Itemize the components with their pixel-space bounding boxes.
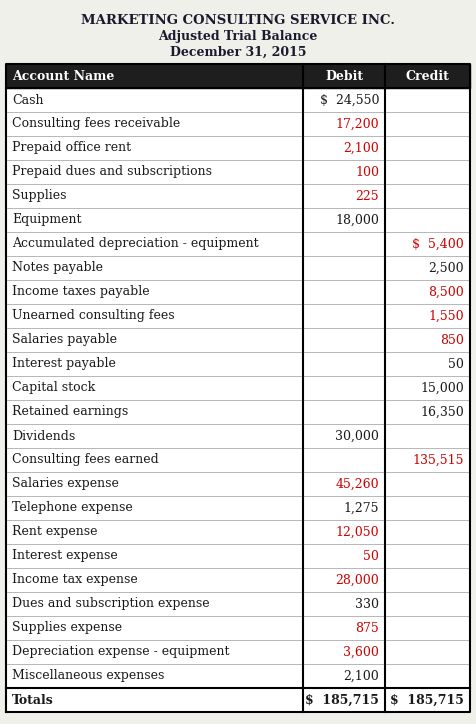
Text: 16,350: 16,350 [420,405,464,418]
Bar [6,232,470,256]
Text: 1,550: 1,550 [428,309,464,322]
Text: 45,260: 45,260 [336,478,379,490]
Text: Capital stock: Capital stock [12,382,95,395]
Text: Salaries payable: Salaries payable [12,334,117,347]
Text: Depreciation expense - equipment: Depreciation expense - equipment [12,646,229,659]
Text: Totals: Totals [12,694,54,707]
Text: Unearned consulting fees: Unearned consulting fees [12,309,175,322]
Text: Credit: Credit [406,70,449,83]
Text: 2,500: 2,500 [428,261,464,274]
Text: Dividends: Dividends [12,429,75,442]
Text: 50: 50 [363,550,379,563]
Text: 28,000: 28,000 [335,573,379,586]
Text: 15,000: 15,000 [420,382,464,395]
Bar [6,256,470,280]
Bar [6,496,470,520]
Bar [6,184,470,208]
Text: 875: 875 [355,621,379,634]
Bar [6,592,470,616]
Text: Supplies: Supplies [12,190,67,203]
Bar [6,568,470,592]
Text: Adjusted Trial Balance: Adjusted Trial Balance [159,30,317,43]
Text: $  24,550: $ 24,550 [319,93,379,106]
Bar [6,304,470,328]
Text: 2,100: 2,100 [343,141,379,154]
Text: 225: 225 [356,190,379,203]
Text: Equipment: Equipment [12,214,81,227]
Text: 100: 100 [355,166,379,179]
Text: 12,050: 12,050 [336,526,379,539]
Text: 18,000: 18,000 [335,214,379,227]
Text: Consulting fees receivable: Consulting fees receivable [12,117,180,130]
Text: Cash: Cash [12,93,43,106]
Bar [6,328,470,352]
Text: 1,275: 1,275 [344,502,379,515]
Text: 850: 850 [440,334,464,347]
Text: Prepaid office rent: Prepaid office rent [12,141,131,154]
Bar [6,664,470,688]
Bar [6,424,470,448]
Text: 330: 330 [355,597,379,610]
Bar [6,136,470,160]
Bar [6,376,470,400]
Text: Rent expense: Rent expense [12,526,98,539]
Text: Accumulated depreciation - equipment: Accumulated depreciation - equipment [12,237,258,251]
Bar [6,520,470,544]
Text: 30,000: 30,000 [335,429,379,442]
Text: Income taxes payable: Income taxes payable [12,285,149,298]
Text: Prepaid dues and subscriptions: Prepaid dues and subscriptions [12,166,212,179]
Text: Notes payable: Notes payable [12,261,103,274]
Text: $  5,400: $ 5,400 [412,237,464,251]
Bar [6,160,470,184]
Text: $  185,715: $ 185,715 [390,694,464,707]
Text: Income tax expense: Income tax expense [12,573,138,586]
Bar [6,616,470,640]
Text: Miscellaneous expenses: Miscellaneous expenses [12,670,164,683]
Bar [6,352,470,376]
Bar [6,208,470,232]
Text: 2,100: 2,100 [343,670,379,683]
Text: Interest payable: Interest payable [12,358,116,371]
Text: 3,600: 3,600 [343,646,379,659]
Text: $  185,715: $ 185,715 [305,694,379,707]
Text: Account Name: Account Name [12,70,114,83]
Text: 8,500: 8,500 [428,285,464,298]
Text: Dues and subscription expense: Dues and subscription expense [12,597,209,610]
Text: Consulting fees earned: Consulting fees earned [12,453,159,466]
Bar [6,400,470,424]
Text: 17,200: 17,200 [336,117,379,130]
Text: Supplies expense: Supplies expense [12,621,122,634]
Text: Retained earnings: Retained earnings [12,405,128,418]
Text: December 31, 2015: December 31, 2015 [170,46,306,59]
Bar [6,472,470,496]
Text: Interest expense: Interest expense [12,550,118,563]
Text: Telephone expense: Telephone expense [12,502,133,515]
Text: Debit: Debit [325,70,363,83]
Bar [6,64,470,88]
Bar [6,640,470,664]
Text: 135,515: 135,515 [413,453,464,466]
Bar [6,280,470,304]
Text: Salaries expense: Salaries expense [12,478,119,490]
Bar [6,88,470,112]
Bar [6,448,470,472]
Text: 50: 50 [448,358,464,371]
Text: MARKETING CONSULTING SERVICE INC.: MARKETING CONSULTING SERVICE INC. [81,14,395,27]
Bar [6,688,470,712]
Bar [6,544,470,568]
Bar [6,112,470,136]
